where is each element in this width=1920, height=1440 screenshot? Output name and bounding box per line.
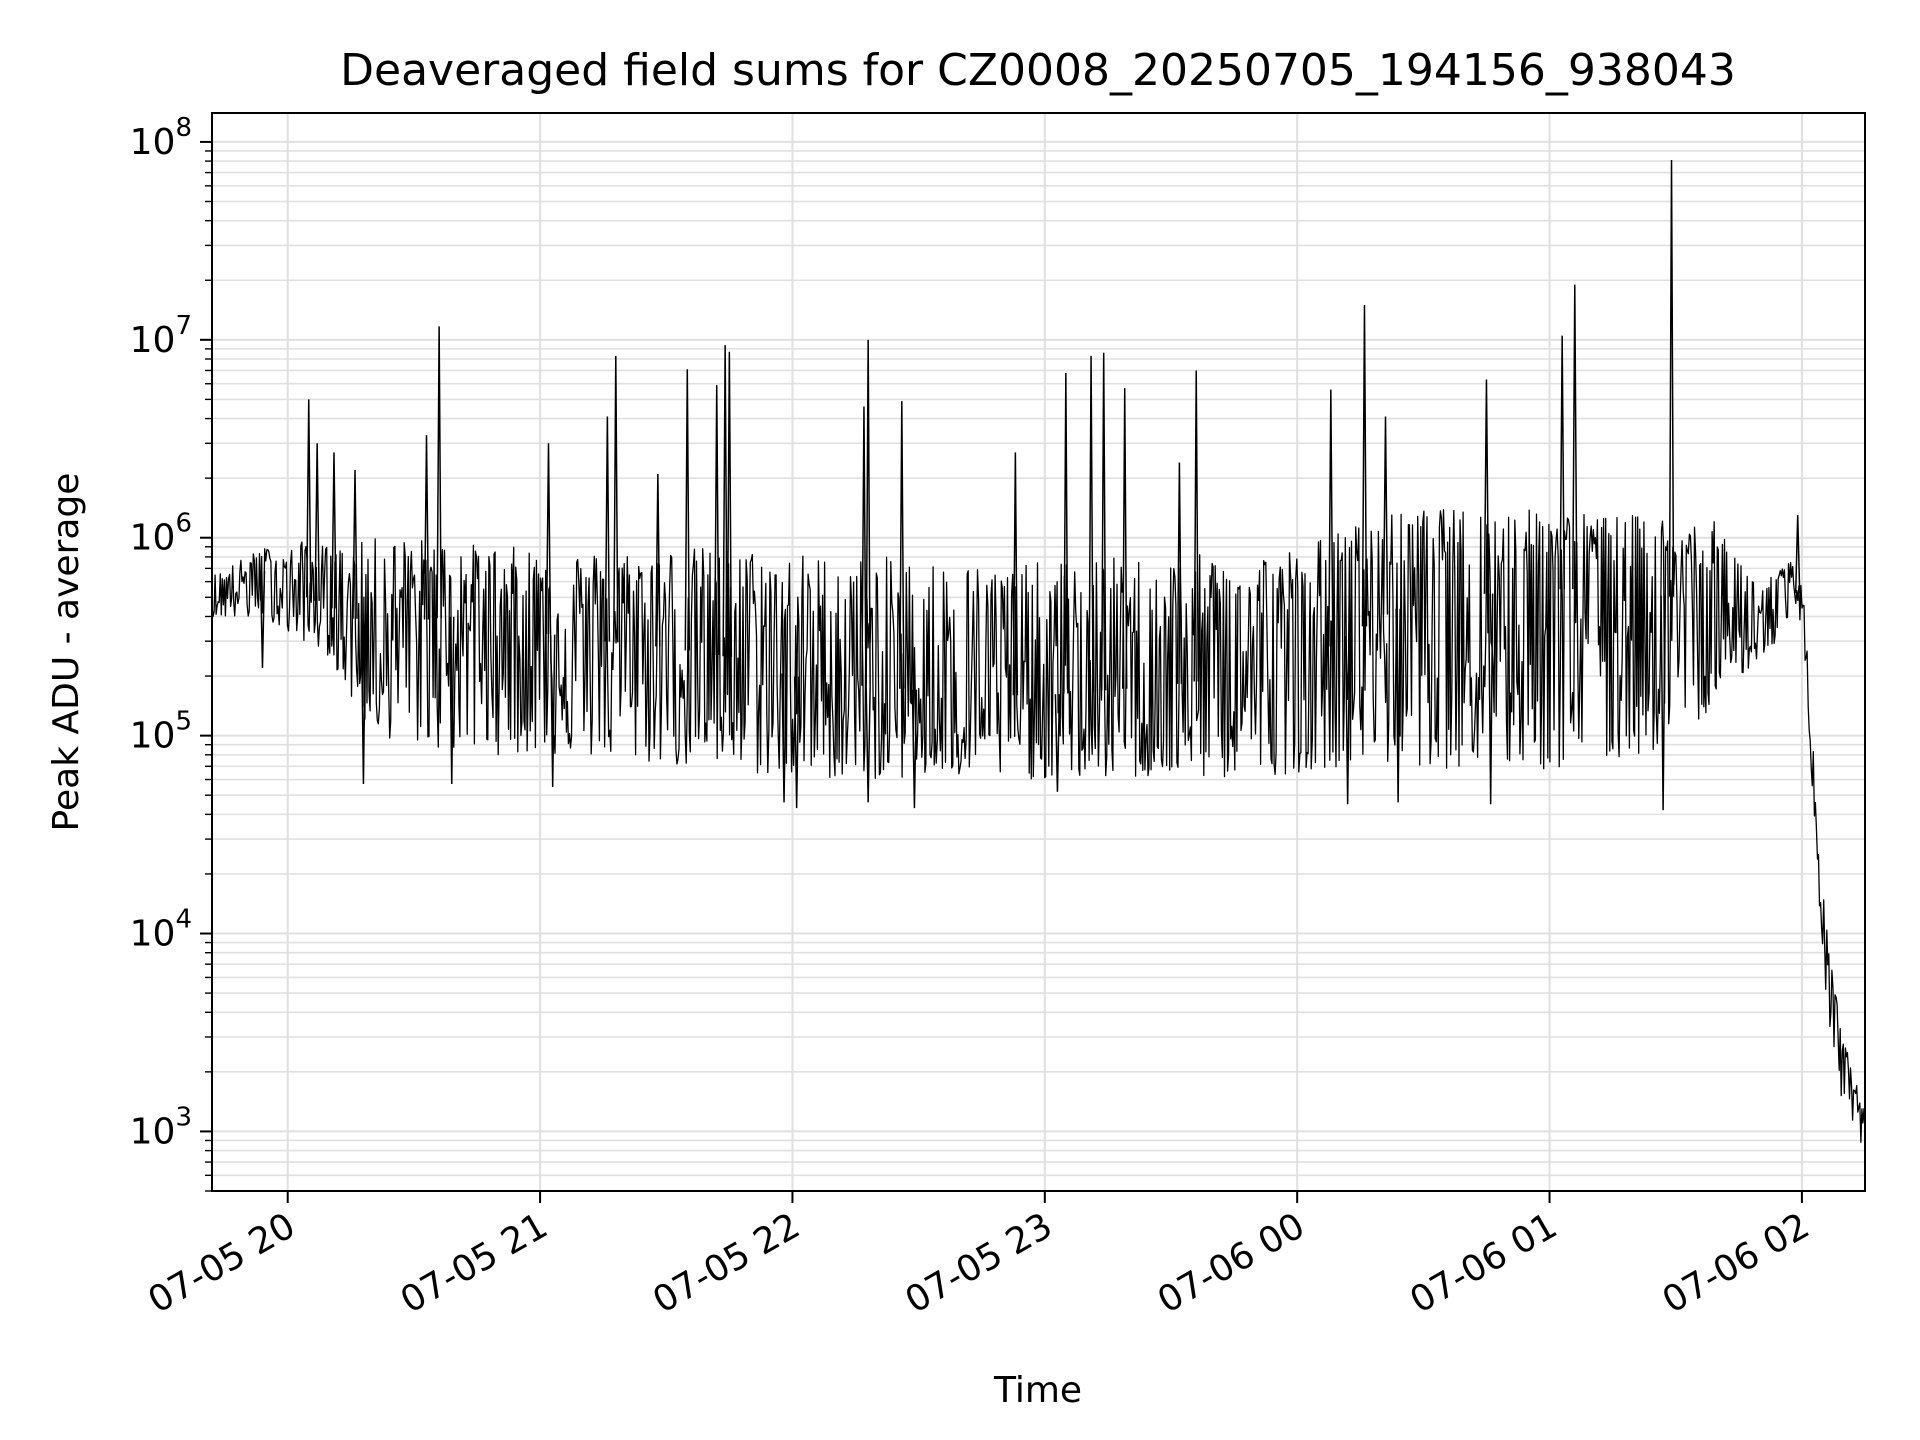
data-spike (604, 416, 611, 642)
data-spike (1328, 389, 1334, 647)
y-tick-label: 106 (130, 509, 192, 559)
data-spike (865, 339, 871, 687)
data-spike (655, 473, 661, 647)
grid (212, 113, 1865, 1192)
y-tick-label-exponent: 5 (175, 707, 192, 737)
y-tick-label: 108 (130, 113, 192, 163)
y-tick-label-exponent: 4 (175, 905, 192, 935)
data-spike (1088, 355, 1094, 692)
data-spike (1572, 284, 1578, 590)
y-tick-label-base: 10 (130, 122, 176, 163)
data-spike (713, 385, 720, 655)
data-spike (1012, 452, 1019, 696)
data-dip (549, 634, 556, 788)
y-tick-label: 107 (130, 311, 192, 361)
data-dip (360, 623, 367, 784)
data-spike (1382, 416, 1389, 615)
y-tick-label-base: 10 (130, 1111, 176, 1152)
data-spike (352, 469, 358, 619)
data-spike (314, 443, 320, 601)
y-tick-label-base: 10 (130, 716, 176, 757)
data-spike (331, 452, 337, 609)
data-spike (861, 406, 867, 686)
y-tick-label: 104 (130, 905, 192, 955)
data-dip (911, 689, 918, 809)
y-tick-label-exponent: 3 (175, 1102, 192, 1132)
data-dip (793, 676, 800, 809)
data-line (211, 509, 1866, 1143)
data-dip (259, 571, 266, 668)
data-spike (726, 351, 733, 657)
y-tick-label: 103 (130, 1102, 192, 1152)
data-spike (613, 355, 619, 643)
x-axis-label: Time (993, 1370, 1082, 1411)
data-spike (1063, 372, 1069, 694)
y-tick-label-base: 10 (130, 320, 176, 361)
data-spike (1176, 462, 1183, 684)
data-spike (1100, 352, 1107, 691)
y-tick-label-base: 10 (130, 914, 176, 955)
data-spike (305, 399, 312, 598)
y-tick-label-exponent: 7 (175, 311, 192, 341)
y-tick-label: 105 (130, 707, 192, 757)
data-spike (1794, 515, 1801, 594)
data-spike (1559, 335, 1565, 590)
y-tick-label-base: 10 (130, 518, 176, 559)
data-spike (722, 345, 728, 657)
data-dip (1344, 636, 1351, 805)
data-spike (899, 401, 905, 689)
y-tick-label-exponent: 8 (175, 113, 192, 143)
y-axis-label: Peak ADU - average (46, 473, 87, 832)
data-spike (1121, 388, 1128, 689)
chart-title: Deaveraged field sums for CZ0008_2025070… (340, 45, 1736, 96)
data-series (211, 160, 1866, 1143)
data-dip (865, 686, 871, 803)
data-spike (423, 435, 430, 620)
data-spike (1193, 370, 1199, 682)
data-dip (448, 616, 455, 784)
data-spike (436, 326, 442, 619)
y-tick-label-exponent: 6 (175, 509, 192, 539)
data-spike (684, 369, 691, 651)
data-spike (1668, 160, 1675, 597)
data-spike (1483, 379, 1490, 594)
data-spike (1361, 304, 1368, 627)
data-spike (545, 443, 552, 635)
data-dip (781, 673, 787, 803)
data-dip (1054, 694, 1061, 792)
plot-frame (211, 112, 1866, 1192)
data-dip (1660, 595, 1666, 811)
